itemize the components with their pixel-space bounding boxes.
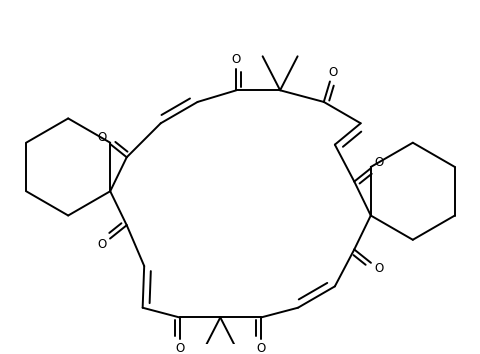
Text: O: O bbox=[231, 53, 240, 66]
Text: O: O bbox=[97, 238, 107, 251]
Text: O: O bbox=[175, 342, 184, 354]
Text: O: O bbox=[256, 342, 265, 354]
Text: O: O bbox=[327, 66, 336, 79]
Text: O: O bbox=[97, 131, 107, 144]
Text: O: O bbox=[373, 262, 383, 275]
Text: O: O bbox=[373, 156, 383, 169]
